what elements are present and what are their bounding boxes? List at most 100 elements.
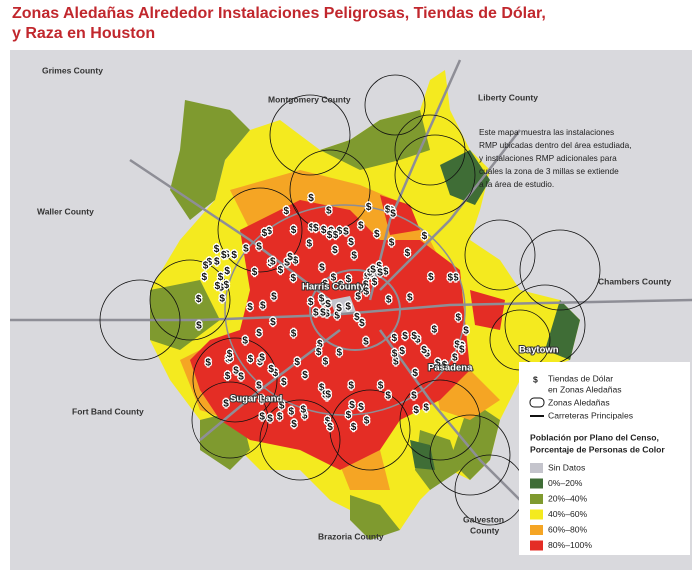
buffer-zone: [99, 279, 181, 361]
title: Zonas Aledañas Alrededor Instalaciones P…: [12, 5, 546, 22]
buffer-zone: [329, 389, 411, 471]
county-label: County: [470, 525, 500, 535]
store-marker: $: [271, 292, 277, 303]
store-marker: $: [364, 271, 370, 282]
store-marker: $: [424, 349, 430, 360]
store-marker: $: [327, 230, 333, 241]
store-marker: $: [326, 205, 332, 216]
store-marker: $: [459, 344, 465, 355]
store-marker: $: [367, 267, 373, 278]
store-marker: $: [320, 308, 326, 319]
store-marker: $: [221, 250, 227, 261]
city-label: Baytown: [519, 345, 559, 356]
store-marker: $: [442, 360, 448, 371]
highway: [129, 158, 331, 301]
store-marker: $: [405, 248, 411, 259]
labels: Grimes County Montgomery County Liberty …: [37, 65, 671, 541]
store-marker: $: [358, 402, 364, 413]
store-marker: $: [359, 318, 365, 329]
legend-label: Zonas Aledañas: [548, 397, 610, 407]
census-tracts: [330, 296, 356, 316]
store-marker: $: [345, 302, 351, 313]
store-marker: $: [218, 272, 224, 283]
store-marker: $: [392, 349, 398, 360]
legend-label: 20%–40%: [548, 493, 588, 503]
store-marker: $: [415, 334, 421, 345]
census-tracts: [190, 200, 470, 470]
store-marker: $: [313, 223, 319, 234]
county-label: Grimes County: [42, 65, 103, 75]
store-marker: $: [279, 401, 285, 412]
store-marker: $: [324, 391, 330, 402]
highway: [10, 298, 692, 322]
store-marker: $: [256, 381, 262, 392]
store-marker: $: [372, 277, 378, 288]
store-marker: $: [259, 411, 265, 422]
store-marker: $: [214, 256, 220, 267]
legend-swatch: [530, 478, 543, 489]
store-marker: $: [423, 402, 429, 413]
census-tracts: [545, 300, 580, 360]
census-tracts: [150, 280, 220, 350]
store-marker: $: [399, 346, 405, 357]
store-marker: $: [332, 245, 338, 256]
store-marker: $: [338, 280, 344, 291]
store-marker: $: [422, 231, 428, 242]
buffer-zone: [464, 219, 536, 291]
store-marker: $: [377, 268, 383, 279]
store-marker: $: [225, 354, 231, 365]
highway: [224, 204, 466, 416]
store-marker: $: [196, 294, 202, 305]
store-marker: $: [233, 366, 239, 377]
census-tracts: [440, 150, 490, 205]
store-marker: $: [308, 297, 314, 308]
store-marker: $: [454, 339, 460, 350]
legend-label: Carreteras Principales: [548, 410, 633, 420]
store-marker: $: [421, 345, 427, 356]
county-label: Waller County: [37, 206, 94, 216]
store-marker: $: [376, 261, 382, 272]
store-marker: $: [355, 291, 361, 302]
store-marker: $: [317, 339, 323, 350]
county-label: Montgomery County: [268, 94, 351, 104]
store-marker: $: [277, 411, 283, 422]
buffer-zone: [289, 149, 371, 231]
store-marker: $: [308, 193, 314, 204]
buffer-zone: [394, 134, 476, 216]
buffer-zone: [191, 381, 269, 459]
store-marker: $: [327, 422, 333, 433]
annotation: cuales la zona de 3 millas se extiende: [479, 166, 619, 176]
county-label: Liberty County: [478, 92, 538, 102]
store-marker: $: [227, 349, 233, 360]
store-marker: $: [268, 258, 274, 269]
store-marker: $: [266, 226, 272, 237]
annotation: a la área de estudio.: [479, 179, 554, 189]
store-marker: $: [231, 250, 237, 261]
store-marker: $: [413, 405, 419, 416]
highway: [309, 269, 401, 351]
store-marker: $: [248, 354, 254, 365]
store-marker: $: [364, 415, 370, 426]
store-marker: $: [322, 389, 328, 400]
store-marker: $: [411, 391, 417, 402]
store-marker: $: [284, 258, 290, 269]
annotation: y instalaciones RMP adicionales para: [479, 153, 617, 163]
store-marker: $: [385, 391, 391, 402]
store-marker: $: [453, 273, 459, 284]
store-marker: $: [260, 300, 266, 311]
store-marker: $: [463, 326, 469, 337]
store-marker: $: [196, 321, 202, 332]
store-marker: $: [273, 368, 279, 379]
store-marker: $: [323, 357, 329, 368]
store-marker: $: [224, 249, 230, 260]
store-marker: $: [319, 294, 325, 305]
legend-swatch: [530, 463, 543, 473]
buffer-zone: [429, 414, 511, 496]
store-marker: $: [319, 383, 325, 394]
store-marker: $: [412, 368, 418, 379]
store-marker: $: [363, 287, 369, 298]
store-marker: $: [291, 329, 297, 340]
legend-label: 80%–100%: [548, 540, 592, 550]
store-marker: $: [278, 265, 284, 276]
store-marker: $: [202, 272, 208, 283]
